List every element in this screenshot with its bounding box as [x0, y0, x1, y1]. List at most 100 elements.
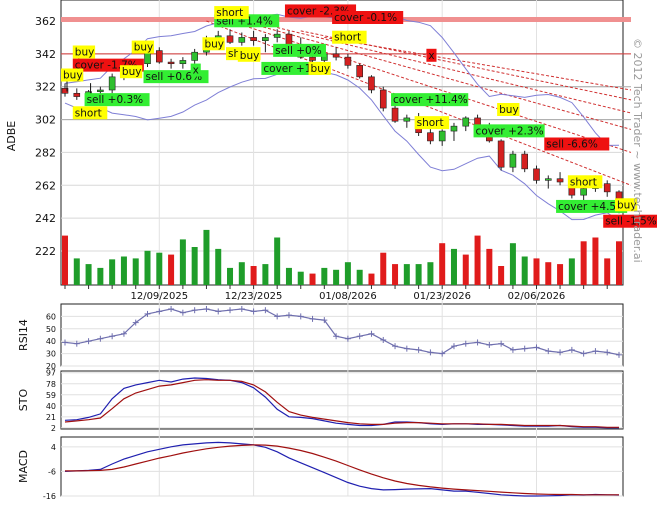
date-tick-label: 01/08/2026 [319, 291, 377, 302]
signal-label-text: cover +11.4% [393, 94, 468, 106]
signal-label-text: cover +1% [263, 63, 321, 75]
signal-label-bg [202, 37, 225, 51]
volume-bar [616, 241, 622, 285]
signal-label-text: buy [240, 50, 260, 62]
date-tick-label: 12/09/2025 [130, 291, 188, 302]
volume-bar [120, 256, 127, 285]
volume-bar [533, 258, 540, 285]
candle-body [403, 117, 411, 122]
signal-label-bg [61, 68, 84, 82]
volume-bar [168, 254, 175, 285]
signal-label-text: buy [134, 42, 154, 54]
candle-body [533, 168, 540, 181]
volume-bar [545, 262, 552, 285]
volume-bar [392, 264, 399, 285]
signal-label: buy [119, 65, 143, 79]
candle-body [238, 37, 246, 43]
price-tick-label: 342 [35, 48, 56, 61]
volume-bar [462, 254, 469, 285]
volume-bar [427, 262, 434, 285]
volume-bar [333, 269, 340, 285]
sto-tick-label: 59 [46, 391, 56, 400]
volume-bar [498, 266, 505, 285]
signal-label-text: buy [204, 38, 224, 50]
signal-label: buy [615, 198, 638, 212]
signal-label-bg [308, 61, 331, 75]
signal-label: buy [202, 37, 225, 51]
volume-bar [568, 258, 575, 285]
candle-body [603, 183, 611, 193]
volume-bar [368, 273, 375, 285]
signal-label-text: sell -1.5% [605, 216, 657, 228]
candle-body [250, 37, 257, 42]
signal-label: buy [308, 61, 331, 75]
signal-label-text: short [216, 7, 243, 19]
signal-label: x [426, 48, 437, 62]
candle-body [262, 37, 269, 42]
volume-bar [285, 267, 292, 285]
signal-label-text: buy [122, 66, 142, 78]
volume-bar [144, 250, 151, 285]
signal-label: sell +0.3% [84, 83, 150, 107]
signal-label: sell -1.5% [603, 214, 657, 228]
volume-bar [85, 264, 92, 285]
signal-label-text: cover +4.5% [558, 201, 626, 213]
volume-bar [486, 248, 493, 285]
macd-series-line [64, 441, 620, 497]
candle-body [379, 89, 387, 109]
signal-label-text: sell +0.6% [146, 71, 203, 83]
price-tick-label: 242 [35, 212, 56, 225]
macd-axis-label: MACD [17, 450, 30, 483]
rsi-tick-label: 40 [46, 337, 56, 346]
volume-bar [250, 266, 257, 285]
candle-body [179, 60, 187, 65]
volume-bar [321, 267, 328, 285]
signal-label-bg [131, 40, 155, 54]
candle-body [356, 65, 363, 78]
signal-label-bg [119, 65, 143, 79]
signal-label: buy [497, 103, 520, 116]
signal-label-bg [261, 61, 321, 75]
sto-tick-label: 40 [46, 402, 56, 411]
volume-bar [132, 258, 139, 285]
rsi-panel-frame [60, 303, 624, 367]
signal-label: short [414, 116, 450, 130]
candle-body [191, 51, 198, 61]
signal-label-bg [332, 11, 404, 24]
signal-label-bg [556, 199, 628, 213]
rsi-tick-label: 20 [46, 362, 56, 371]
sto-tick-label: 21 [46, 413, 56, 422]
signal-label-text: cover -0.1% [334, 12, 397, 24]
signal-label-text: short [75, 107, 102, 119]
candle-body [108, 76, 116, 91]
lower-band-line [64, 65, 620, 222]
signal-label-bg [237, 48, 261, 62]
signal-label-text: buy [617, 199, 637, 211]
candle-body [97, 89, 104, 92]
signal-label-bg [72, 106, 108, 120]
signal-label: short [72, 106, 108, 120]
volume-bar [439, 243, 446, 285]
volume-bar [557, 264, 564, 285]
signal-label: short [214, 6, 249, 20]
candle-body [368, 76, 375, 91]
sto-axis-label: STO [17, 388, 30, 411]
rsi-axis-label: RSI14 [17, 319, 30, 351]
candle-body [155, 50, 163, 63]
signal-label-bg [567, 175, 603, 189]
macd-tick-label: 4 [51, 443, 56, 452]
signal-label-text: short [417, 117, 444, 129]
signal-label: short [567, 175, 603, 189]
signal-label: buy [72, 45, 96, 69]
signal-label-bg [497, 103, 520, 116]
candle-body [462, 117, 470, 127]
signal-label: cover +1% [261, 61, 321, 75]
signal-label: buy [61, 68, 84, 92]
signal-label: sell -6.6% [544, 137, 610, 151]
volume-bar [415, 264, 422, 285]
signal-label: sell +0% [273, 43, 326, 57]
macd-panel-frame [60, 436, 624, 497]
